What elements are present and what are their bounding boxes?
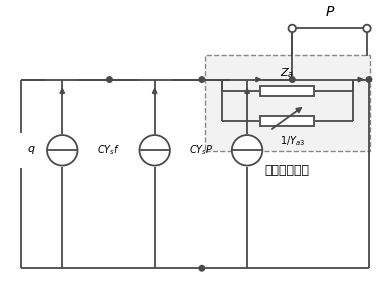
Circle shape — [199, 77, 205, 82]
Text: $q$: $q$ — [27, 144, 35, 156]
Circle shape — [47, 135, 78, 165]
Text: $Z_a$: $Z_a$ — [280, 66, 295, 80]
FancyBboxPatch shape — [260, 86, 314, 96]
Text: P: P — [325, 5, 334, 19]
Circle shape — [366, 77, 372, 82]
Circle shape — [199, 266, 205, 271]
Circle shape — [290, 77, 295, 82]
Circle shape — [107, 77, 112, 82]
Circle shape — [289, 25, 296, 32]
FancyBboxPatch shape — [205, 55, 370, 151]
Text: 耦合声腔系统: 耦合声腔系统 — [265, 164, 310, 177]
Circle shape — [363, 25, 371, 32]
Circle shape — [139, 135, 170, 165]
Text: $CY_s P$: $CY_s P$ — [189, 143, 213, 157]
FancyBboxPatch shape — [260, 116, 314, 126]
Circle shape — [232, 135, 262, 165]
Text: $1/Y_{a3}$: $1/Y_{a3}$ — [279, 134, 305, 148]
Text: $CY_s f$: $CY_s f$ — [97, 143, 120, 157]
